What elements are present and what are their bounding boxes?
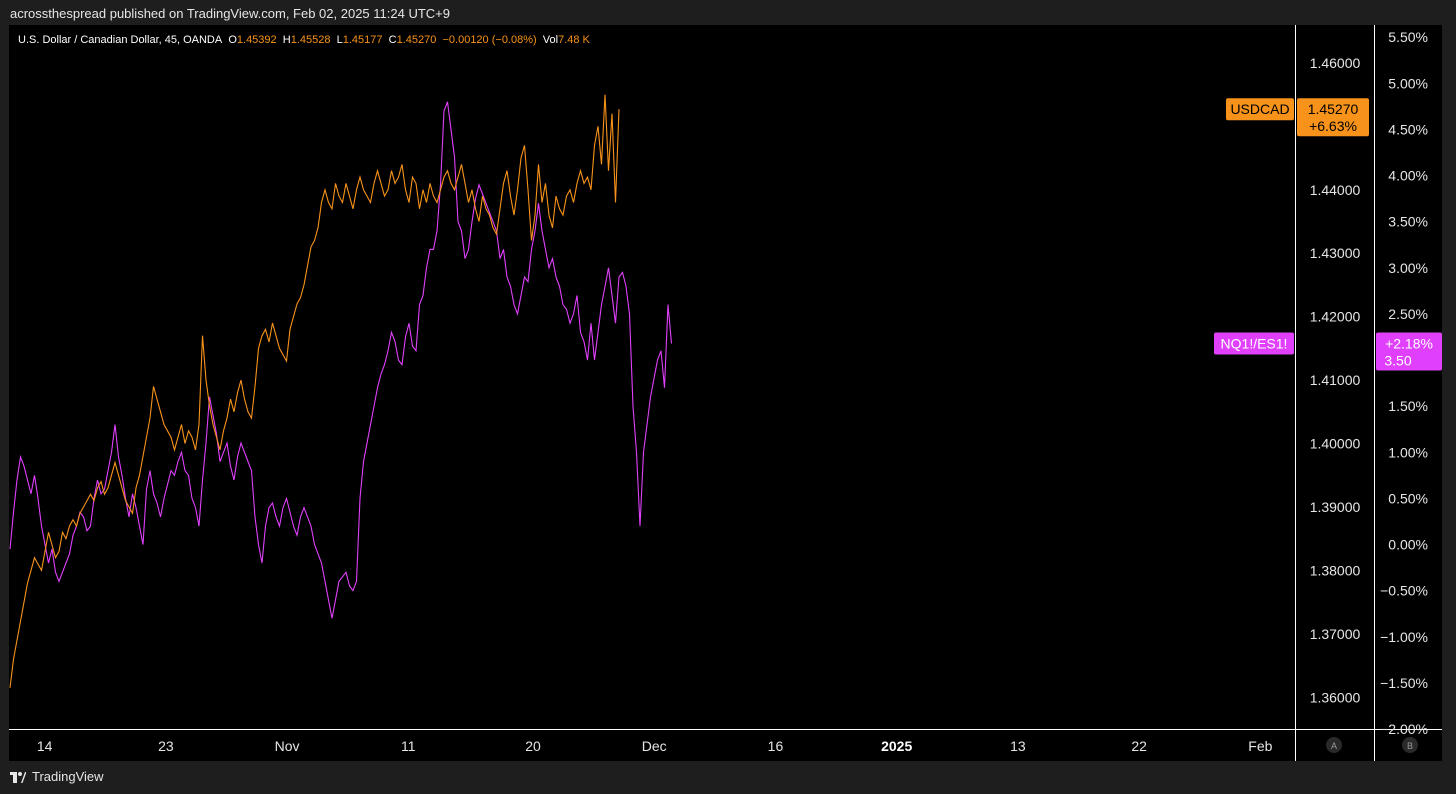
legend-close-label: C — [388, 34, 397, 46]
legend-low-value: 1.45177 — [342, 34, 383, 46]
publisher-line: acrossthespread published on TradingView… — [10, 6, 450, 21]
footer-brand: TradingView — [32, 769, 104, 784]
legend-volume-value: 7.48 K — [558, 34, 590, 46]
legend-change: −0.00120 (−0.08%) — [442, 34, 537, 46]
legend-high-label: H — [282, 34, 291, 46]
footer: TradingView — [10, 769, 104, 784]
chart-area[interactable] — [9, 25, 1442, 761]
legend-high-value: 1.45528 — [290, 34, 331, 46]
legend-symbol: U.S. Dollar / Canadian Dollar, 45, OANDA — [18, 34, 223, 46]
legend-open-label: O — [228, 34, 237, 46]
legend-open-value: 1.45392 — [236, 34, 277, 46]
legend-volume-label: Vol — [542, 34, 559, 46]
legend-low-label: L — [336, 34, 343, 46]
series-legend: U.S. Dollar / Canadian Dollar, 45, OANDA… — [18, 34, 590, 46]
legend-close-value: 1.45270 — [396, 34, 437, 46]
tradingview-logo-icon — [10, 771, 27, 783]
